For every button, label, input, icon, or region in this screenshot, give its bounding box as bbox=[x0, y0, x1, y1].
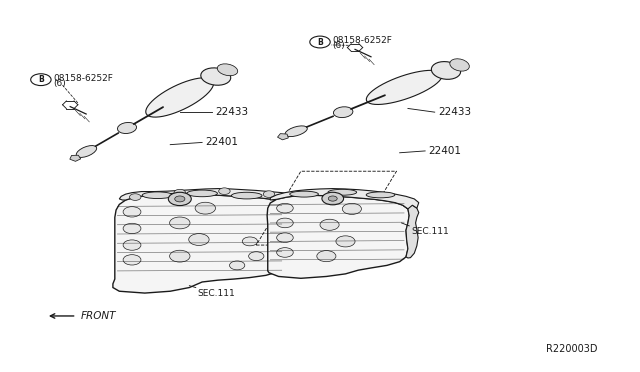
Polygon shape bbox=[285, 126, 307, 137]
Polygon shape bbox=[403, 205, 419, 258]
Circle shape bbox=[175, 196, 185, 202]
Circle shape bbox=[276, 203, 293, 213]
Text: (6): (6) bbox=[54, 79, 67, 88]
Text: SEC.111: SEC.111 bbox=[198, 289, 236, 298]
Circle shape bbox=[123, 207, 141, 217]
Circle shape bbox=[342, 203, 362, 214]
Circle shape bbox=[285, 195, 297, 201]
Polygon shape bbox=[431, 62, 461, 79]
Circle shape bbox=[248, 252, 264, 260]
Circle shape bbox=[263, 191, 275, 198]
Text: (6): (6) bbox=[333, 41, 346, 50]
Circle shape bbox=[189, 234, 209, 246]
Text: FRONT: FRONT bbox=[81, 311, 116, 321]
Circle shape bbox=[320, 219, 339, 230]
Polygon shape bbox=[201, 68, 231, 85]
Text: 22433: 22433 bbox=[438, 107, 471, 117]
Circle shape bbox=[170, 250, 190, 262]
Ellipse shape bbox=[328, 189, 356, 195]
Circle shape bbox=[276, 218, 293, 228]
Circle shape bbox=[168, 192, 191, 206]
Ellipse shape bbox=[142, 192, 173, 199]
Polygon shape bbox=[278, 134, 289, 140]
Circle shape bbox=[195, 202, 216, 214]
Polygon shape bbox=[270, 189, 419, 209]
Circle shape bbox=[336, 236, 355, 247]
Text: 08158-6252F: 08158-6252F bbox=[333, 36, 392, 45]
Polygon shape bbox=[267, 195, 409, 278]
Circle shape bbox=[129, 194, 141, 201]
Text: SEC.111: SEC.111 bbox=[412, 227, 449, 236]
Circle shape bbox=[322, 192, 344, 205]
Circle shape bbox=[174, 189, 186, 196]
Polygon shape bbox=[218, 64, 237, 76]
Text: B: B bbox=[38, 75, 44, 84]
Text: 22401: 22401 bbox=[205, 137, 238, 147]
Text: R220003D: R220003D bbox=[546, 344, 597, 354]
Polygon shape bbox=[366, 70, 442, 105]
Ellipse shape bbox=[232, 192, 262, 199]
Ellipse shape bbox=[290, 191, 319, 197]
Circle shape bbox=[328, 196, 337, 201]
Circle shape bbox=[170, 217, 190, 229]
Circle shape bbox=[230, 261, 245, 270]
Circle shape bbox=[317, 251, 336, 262]
Circle shape bbox=[276, 233, 293, 243]
Text: B: B bbox=[317, 38, 323, 46]
Text: 08158-6252F: 08158-6252F bbox=[54, 74, 113, 83]
Circle shape bbox=[123, 223, 141, 234]
Circle shape bbox=[123, 255, 141, 265]
Polygon shape bbox=[70, 155, 81, 161]
Circle shape bbox=[243, 237, 257, 246]
Polygon shape bbox=[450, 59, 469, 71]
Polygon shape bbox=[76, 145, 97, 157]
Polygon shape bbox=[113, 193, 288, 293]
Polygon shape bbox=[146, 78, 214, 117]
Text: 22433: 22433 bbox=[215, 107, 248, 117]
Text: 22401: 22401 bbox=[428, 146, 461, 156]
Ellipse shape bbox=[366, 192, 395, 198]
Circle shape bbox=[219, 188, 230, 195]
Circle shape bbox=[123, 240, 141, 250]
Polygon shape bbox=[119, 189, 301, 203]
Polygon shape bbox=[283, 208, 302, 269]
Ellipse shape bbox=[187, 190, 218, 197]
Polygon shape bbox=[333, 107, 353, 118]
Circle shape bbox=[276, 248, 293, 257]
Polygon shape bbox=[117, 122, 136, 134]
